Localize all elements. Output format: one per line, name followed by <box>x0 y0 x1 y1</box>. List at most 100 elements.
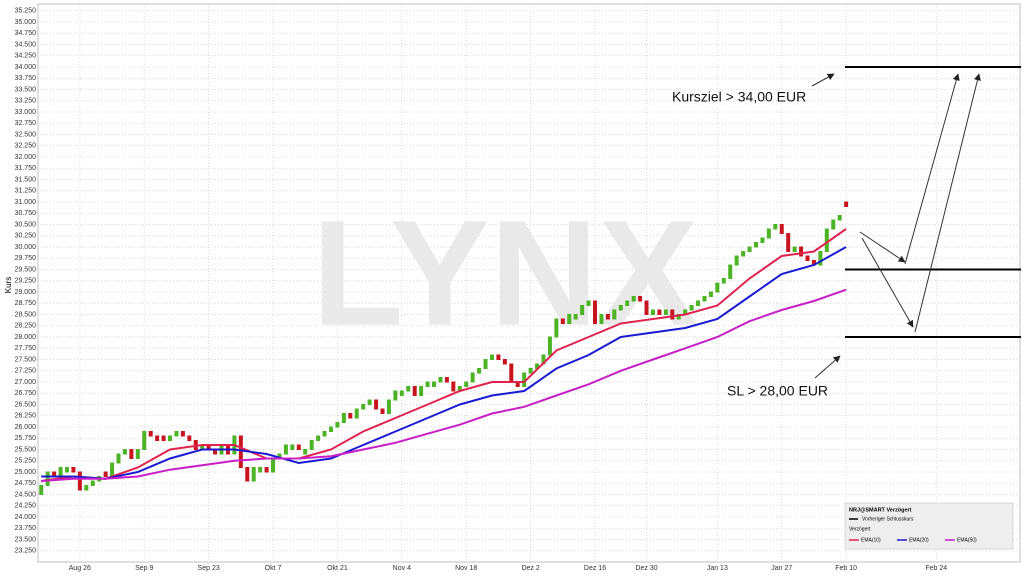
y-tick-label: 23.250 <box>15 548 37 555</box>
price-bar <box>129 449 134 459</box>
price-bar <box>142 431 147 450</box>
x-tick-label: Feb 24 <box>925 565 947 572</box>
y-tick-label: 24.750 <box>15 480 37 487</box>
y-tick-label: 34.750 <box>15 30 37 37</box>
y-tick-label: 30.500 <box>15 221 37 228</box>
price-bar <box>432 381 437 387</box>
y-tick-label: 34.250 <box>15 53 37 60</box>
y-tick-label: 26.500 <box>15 401 37 408</box>
y-tick-label: 33.000 <box>15 109 37 116</box>
x-tick-label: Sep 9 <box>135 565 153 572</box>
price-bar <box>451 381 456 392</box>
price-bar <box>753 242 758 248</box>
y-tick-label: 33.250 <box>15 98 37 105</box>
y-tick-label: 25.250 <box>15 458 37 465</box>
price-bar <box>341 413 346 423</box>
price-bar <box>64 467 69 473</box>
y-tick-label: 28.250 <box>15 323 37 330</box>
price-bar <box>335 422 340 428</box>
y-tick-label: 31.000 <box>15 199 37 206</box>
ema-line <box>41 246 847 480</box>
y-tick-label: 29.500 <box>15 266 37 273</box>
x-tick-label: Jan 27 <box>771 565 792 572</box>
price-bar <box>168 435 173 441</box>
y-tick-label: 27.250 <box>15 368 37 375</box>
y-tick-label: 32.250 <box>15 143 37 150</box>
x-tick-label: Aug 26 <box>69 565 91 572</box>
price-bar <box>779 224 784 234</box>
price-bar <box>238 435 243 468</box>
arrow <box>861 237 914 328</box>
price-bar <box>625 300 630 306</box>
price-bar <box>502 359 507 365</box>
y-tick-label: 31.500 <box>15 176 37 183</box>
price-bar <box>837 215 842 221</box>
price-bar <box>663 309 668 315</box>
price-bar <box>831 219 836 230</box>
price-bar <box>45 471 50 486</box>
ema-line <box>41 228 847 482</box>
price-bar <box>489 354 494 360</box>
y-tick-label: 25.750 <box>15 435 37 442</box>
price-bar <box>264 467 269 473</box>
price-bar <box>612 309 617 320</box>
y-tick-label: 32.000 <box>15 154 37 161</box>
price-bar <box>734 255 739 266</box>
price-bar <box>483 359 488 369</box>
price-bar <box>457 386 462 392</box>
legend-title: NRJ@SMART Verzögert <box>849 507 912 513</box>
price-bar <box>792 246 797 252</box>
price-bar <box>618 305 623 311</box>
y-tick-label: 23.750 <box>15 525 37 532</box>
price-bar <box>361 404 366 410</box>
price-bar <box>412 386 417 396</box>
price-bar <box>605 314 610 320</box>
arrow <box>814 355 841 379</box>
y-axis-label: Kurs <box>4 277 13 293</box>
price-bar <box>258 467 263 473</box>
price-bar <box>290 444 295 450</box>
price-bar <box>399 390 404 396</box>
y-tick-label: 27.750 <box>15 345 37 352</box>
price-bar <box>386 399 391 414</box>
price-bar <box>638 296 643 302</box>
price-bar <box>251 467 256 482</box>
price-bar <box>277 453 282 459</box>
price-bar <box>303 449 308 455</box>
price-bar <box>773 224 778 230</box>
price-bar <box>322 431 327 437</box>
price-bar <box>316 435 321 441</box>
price-bar <box>90 480 95 486</box>
y-tick-label: 28.750 <box>15 300 37 307</box>
price-bar <box>425 381 430 387</box>
y-tick-label: 24.250 <box>15 503 37 510</box>
price-bar <box>586 300 591 306</box>
price-bar <box>367 399 372 405</box>
price-bar <box>766 228 771 239</box>
x-tick-label: Feb 10 <box>835 565 857 572</box>
price-bar <box>715 282 720 293</box>
x-tick-label: Nov 4 <box>393 565 411 572</box>
price-bar <box>580 305 585 315</box>
price-bar <box>805 255 810 261</box>
y-tick-label: 32.750 <box>15 120 37 127</box>
price-bar <box>52 471 57 477</box>
price-bar <box>393 390 398 401</box>
price-bar <box>438 377 443 383</box>
y-tick-label: 23.500 <box>15 536 37 543</box>
legend-label: Vorheriger Schlusskurs <box>862 516 914 522</box>
price-bar <box>213 449 218 455</box>
price-bar <box>631 296 636 302</box>
y-tick-label: 31.250 <box>15 188 37 195</box>
y-tick-label: 26.750 <box>15 390 37 397</box>
legend-label: EMA(20) <box>909 537 929 543</box>
price-bar <box>187 435 192 441</box>
x-tick-label: Okt 21 <box>327 565 348 572</box>
y-tick-label: 29.000 <box>15 289 37 296</box>
y-tick-label: 31.750 <box>15 165 37 172</box>
price-bar <box>657 309 662 315</box>
arrow <box>859 231 906 263</box>
price-bar <box>470 372 475 383</box>
price-bar <box>354 408 359 419</box>
x-tick-label: Dez 2 <box>521 565 539 572</box>
